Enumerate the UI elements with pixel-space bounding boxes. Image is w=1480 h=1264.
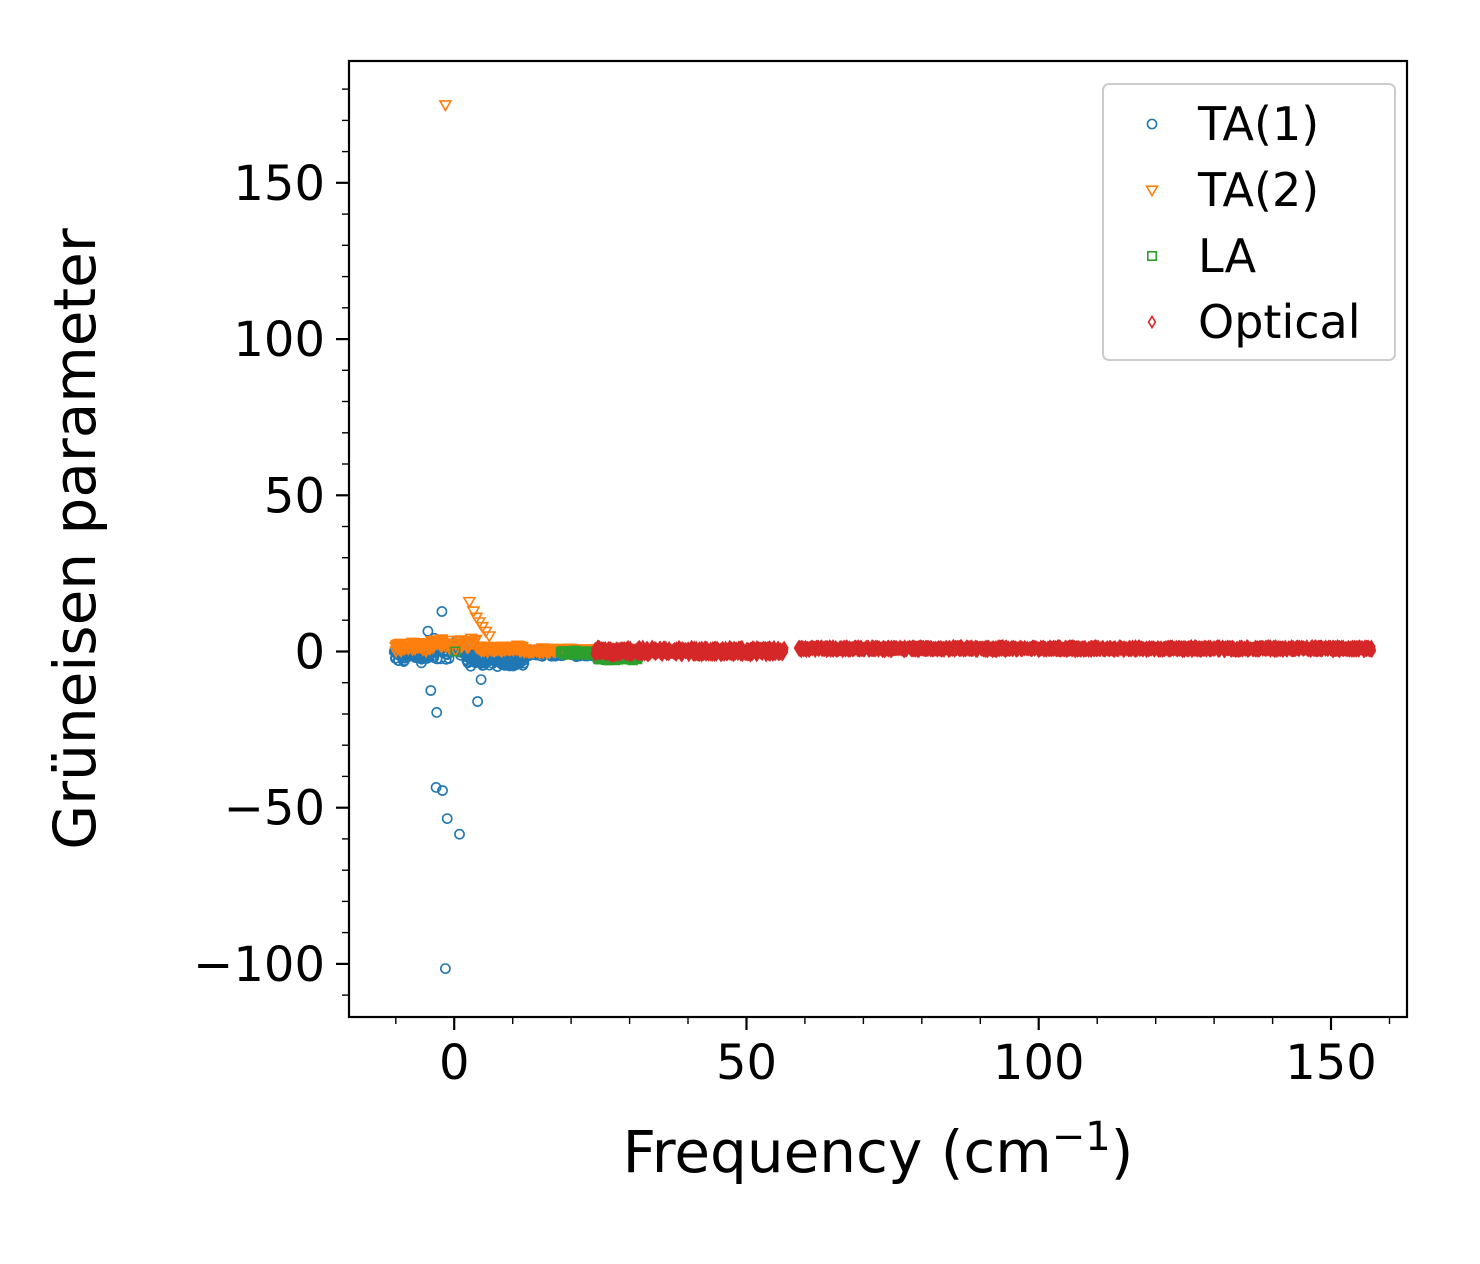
- legend: TA(1) TA(2) LA Optical: [1102, 83, 1396, 361]
- y-tick-label: −50: [224, 781, 325, 837]
- legend-label: Optical: [1198, 295, 1360, 349]
- y-tick-label: 100: [233, 312, 325, 368]
- legend-marker-diamond-icon: [1147, 314, 1157, 330]
- x-axis-label: Frequency (cm−1): [623, 1114, 1134, 1186]
- legend-label: LA: [1198, 229, 1257, 283]
- legend-entry-TA(1): TA(1): [1146, 97, 1319, 151]
- series-Optical: [590, 638, 1377, 663]
- x-tick-label: 50: [716, 1035, 777, 1091]
- legend-marker-square-icon: [1147, 251, 1157, 261]
- axis-ticks: [336, 88, 1391, 1030]
- legend-entry-LA: LA: [1147, 229, 1257, 283]
- legend-label: TA(2): [1197, 163, 1319, 217]
- legend-entry-Optical: Optical: [1147, 295, 1360, 349]
- legend-marker-triangle-down-icon: [1145, 185, 1159, 198]
- legend-label: TA(1): [1197, 97, 1319, 151]
- x-tick-label: 150: [1285, 1035, 1377, 1091]
- plot-frame: [347, 59, 1409, 1019]
- legend-box: [1102, 83, 1396, 361]
- plot-series: [388, 100, 1377, 974]
- y-tick-label: 0: [294, 624, 325, 680]
- y-tick-label: −100: [193, 937, 325, 993]
- legend-marker-circle-icon: [1146, 118, 1158, 130]
- x-tick-label: 100: [993, 1035, 1085, 1091]
- x-tick-label: 0: [439, 1035, 470, 1091]
- legend-entry-TA(2): TA(2): [1145, 163, 1319, 217]
- y-tick-label: 150: [233, 156, 325, 212]
- y-axis-label: Grüneisen parameter: [41, 228, 109, 850]
- y-tick-label: 50: [264, 468, 325, 524]
